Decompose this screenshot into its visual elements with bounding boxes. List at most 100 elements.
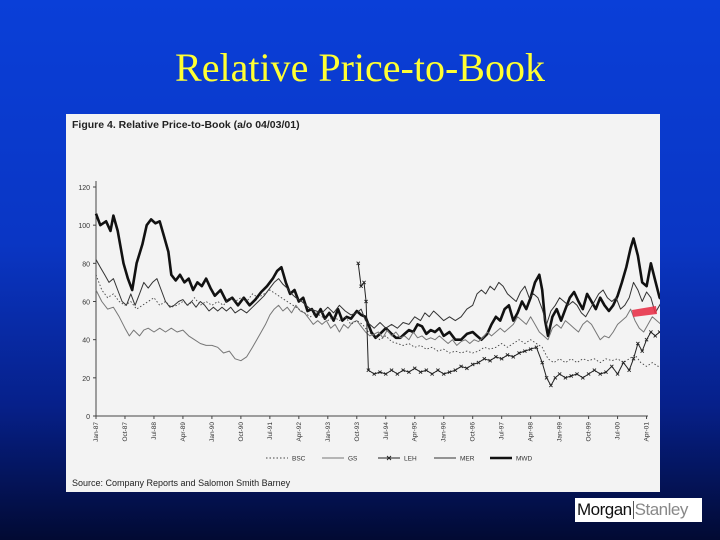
leh-point-1 [359,284,364,289]
leh-point-52 [635,341,640,346]
x-tick-label-Jan-93: Jan-93 [325,422,332,442]
leh-point-47 [609,364,614,369]
leh-point-29 [511,354,516,359]
y-tick-label-120: 120 [78,185,90,192]
series-line-bsc [95,274,660,367]
highlight-marker [632,306,657,317]
x-tick-label-Apr-01: Apr-01 [644,422,651,442]
x-tick-label-Jan-90: Jan-90 [209,422,216,442]
x-tick-label-Jul-00: Jul-00 [615,422,622,440]
leh-point-53 [640,349,645,354]
figure-title: Figure 4. Relative Price-to-Book (a/o 04… [72,119,300,131]
y-tick-label-20: 20 [82,376,90,383]
series-line-leh [357,263,660,386]
legend-marker-leh [386,455,392,461]
leh-point-48 [615,372,620,376]
leh-point-18 [447,370,452,375]
leh-point-43 [586,372,591,376]
leh-point-7 [383,372,388,376]
leh-point-36 [549,383,553,388]
leh-point-54 [644,337,649,342]
leh-point-49 [621,360,626,365]
x-tick-label-Jul-94: Jul-94 [383,422,390,440]
leh-point-26 [493,354,498,359]
leh-point-20 [459,364,464,369]
leh-point-8 [389,368,394,373]
leh-point-28 [505,353,510,357]
leh-point-40 [569,374,574,378]
leh-point-45 [598,372,603,376]
leh-point-16 [436,368,440,373]
leh-point-55 [648,330,653,334]
leh-point-23 [476,360,481,365]
x-tick-label-Jan-87: Jan-87 [93,422,100,442]
legend-label-gs: GS [348,456,358,463]
logo-part-stanley: Stanley [634,500,689,519]
leh-point-35 [544,375,549,380]
x-tick-label-Apr-92: Apr-92 [296,422,303,442]
leh-point-0 [356,261,361,266]
leh-point-6 [378,370,382,375]
leh-point-24 [482,356,487,361]
y-tick-label-100: 100 [78,223,90,230]
leh-point-14 [424,368,429,373]
x-tick-label-Oct-99: Oct-99 [586,422,593,442]
leh-point-42 [580,375,585,380]
slide-title: Relative Price-to-Book [175,45,545,90]
leh-point-27 [499,356,504,361]
leh-point-2 [362,280,366,285]
leh-point-22 [470,362,475,367]
leh-point-3 [364,299,368,304]
legend-label-mer: MER [460,456,475,463]
leh-point-34 [540,360,545,365]
x-tick-label-Jul-91: Jul-91 [267,422,274,440]
leh-point-44 [592,368,597,373]
x-tick-label-Jul-97: Jul-97 [499,422,506,440]
legend-label-leh: LEH [404,456,417,463]
leh-point-15 [430,372,435,376]
x-tick-label-Jul-88: Jul-88 [151,422,158,440]
y-tick-label-0: 0 [86,414,90,421]
y-tick-label-60: 60 [82,300,90,307]
x-tick-label-Oct-96: Oct-96 [470,422,477,442]
morgan-stanley-logo: Morgan Stanley [575,498,702,522]
y-tick-label-80: 80 [82,261,90,268]
x-tick-label-Apr-95: Apr-95 [412,422,419,442]
figure-source: Source: Company Reports and Salomon Smit… [72,478,291,488]
logo-part-morgan: Morgan [577,500,632,519]
leh-point-50 [627,368,632,373]
legend-label-mwd: MWD [516,456,533,463]
leh-point-39 [563,375,568,380]
x-tick-label-Oct-87: Oct-87 [122,422,129,442]
leh-point-33 [534,345,539,350]
leh-point-51 [631,356,636,361]
x-tick-label-Oct-93: Oct-93 [354,422,361,442]
leh-point-5 [372,372,377,376]
series-line-gs [95,289,660,362]
logo-divider [632,501,634,519]
leh-point-25 [488,358,492,363]
leh-point-19 [453,368,458,373]
leh-point-21 [464,366,469,371]
figure-scan: Figure 4. Relative Price-to-Book (a/o 04… [66,114,660,492]
x-tick-label-Jan-99: Jan-99 [557,422,564,442]
leh-point-38 [557,372,562,376]
leh-point-31 [522,349,527,354]
leh-point-12 [412,366,417,371]
leh-point-56 [653,333,658,338]
leh-point-46 [604,370,608,375]
leh-point-17 [441,372,446,376]
x-tick-label-Oct-90: Oct-90 [238,422,245,442]
x-tick-label-Apr-89: Apr-89 [180,422,187,442]
series-line-mwd [94,213,660,341]
leh-point-32 [528,347,533,352]
leh-point-9 [395,372,400,376]
leh-point-30 [517,351,521,355]
leh-point-13 [418,370,423,375]
y-tick-label-40: 40 [82,338,90,345]
series-line-mer [95,259,660,329]
legend-label-bsc: BSC [292,456,306,463]
leh-point-57 [657,330,660,334]
x-tick-label-Apr-98: Apr-98 [528,422,535,442]
price-to-book-chart: 0 20 40 60 80 100 120 Jan-87 Oct-87 Jul-88 Apr-89 J… [78,181,660,463]
